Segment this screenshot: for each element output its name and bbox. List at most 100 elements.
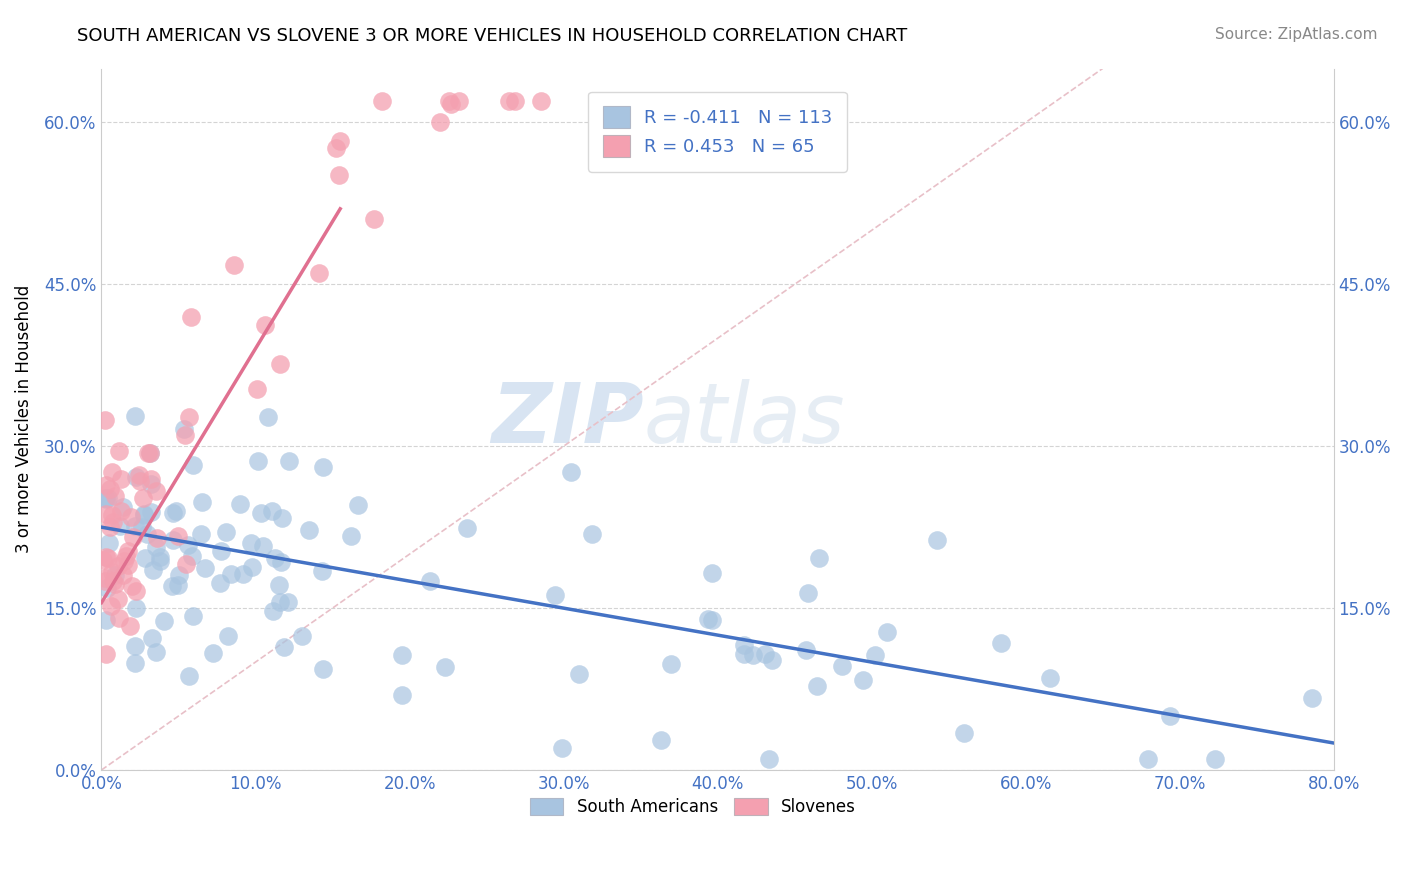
Point: [328, 169, 350, 183]
Point: [94, 491, 117, 505]
Point: [98, 482, 121, 496]
Point: [124, 640, 146, 654]
Point: [1039, 671, 1062, 685]
Point: [865, 648, 887, 662]
Point: [440, 96, 463, 111]
Point: [340, 528, 363, 542]
Point: [190, 495, 212, 509]
Point: [700, 613, 723, 627]
Point: [312, 460, 335, 475]
Point: [136, 446, 159, 460]
Point: [167, 529, 190, 543]
Point: [149, 549, 172, 564]
Point: [567, 667, 589, 681]
Point: [217, 630, 239, 644]
Point: [108, 444, 131, 458]
Point: [134, 508, 156, 522]
Point: [120, 510, 142, 524]
Point: [97, 491, 120, 506]
Point: [145, 483, 167, 498]
Point: [298, 523, 321, 537]
Point: [124, 656, 146, 670]
Point: [139, 472, 162, 486]
Point: [177, 668, 200, 682]
Text: SOUTH AMERICAN VS SLOVENE 3 OR MORE VEHICLES IN HOUSEHOLD CORRELATION CHART: SOUTH AMERICAN VS SLOVENE 3 OR MORE VEHI…: [77, 27, 908, 45]
Point: [190, 526, 212, 541]
Point: [1159, 709, 1181, 723]
Point: [503, 94, 526, 108]
Point: [419, 574, 441, 588]
Point: [117, 544, 139, 558]
Point: [456, 521, 478, 535]
Point: [544, 588, 567, 602]
Point: [312, 663, 335, 677]
Point: [831, 658, 853, 673]
Point: [141, 631, 163, 645]
Point: [110, 519, 132, 533]
Point: [134, 550, 156, 565]
Point: [806, 679, 828, 693]
Point: [132, 491, 155, 505]
Point: [100, 599, 122, 614]
Point: [162, 533, 184, 548]
Point: [222, 258, 245, 272]
Text: Source: ZipAtlas.com: Source: ZipAtlas.com: [1215, 27, 1378, 42]
Point: [101, 574, 124, 588]
Point: [107, 592, 129, 607]
Point: [103, 568, 125, 582]
Point: [181, 549, 204, 563]
Point: [262, 604, 284, 618]
Point: [240, 535, 263, 549]
Point: [363, 211, 385, 226]
Point: [311, 564, 333, 578]
Point: [98, 535, 121, 549]
Point: [329, 134, 352, 148]
Point: [177, 538, 200, 552]
Point: [94, 571, 117, 585]
Point: [139, 446, 162, 460]
Point: [209, 576, 232, 591]
Point: [96, 491, 118, 506]
Point: [429, 115, 451, 129]
Point: [111, 500, 134, 515]
Point: [308, 266, 330, 280]
Point: [148, 554, 170, 568]
Point: [96, 581, 118, 595]
Point: [96, 613, 118, 627]
Point: [174, 558, 197, 572]
Point: [742, 648, 765, 662]
Point: [1137, 752, 1160, 766]
Point: [232, 567, 254, 582]
Point: [391, 688, 413, 702]
Point: [215, 524, 238, 539]
Point: [560, 465, 582, 479]
Point: [250, 506, 273, 520]
Point: [797, 586, 820, 600]
Point: [125, 584, 148, 599]
Point: [952, 726, 974, 740]
Point: [100, 465, 122, 479]
Point: [498, 94, 520, 108]
Point: [254, 318, 277, 333]
Point: [181, 608, 204, 623]
Point: [209, 544, 232, 558]
Point: [125, 470, 148, 484]
Point: [240, 560, 263, 574]
Point: [173, 427, 195, 442]
Point: [807, 550, 830, 565]
Point: [145, 645, 167, 659]
Point: [270, 511, 292, 525]
Point: [761, 653, 783, 667]
Point: [697, 612, 720, 626]
Point: [1204, 752, 1226, 766]
Point: [1301, 691, 1323, 706]
Point: [152, 614, 174, 628]
Point: [98, 519, 121, 533]
Point: [160, 579, 183, 593]
Point: [530, 94, 553, 108]
Point: [111, 567, 134, 582]
Point: [371, 94, 394, 108]
Point: [94, 413, 117, 427]
Point: [269, 594, 291, 608]
Point: [145, 540, 167, 554]
